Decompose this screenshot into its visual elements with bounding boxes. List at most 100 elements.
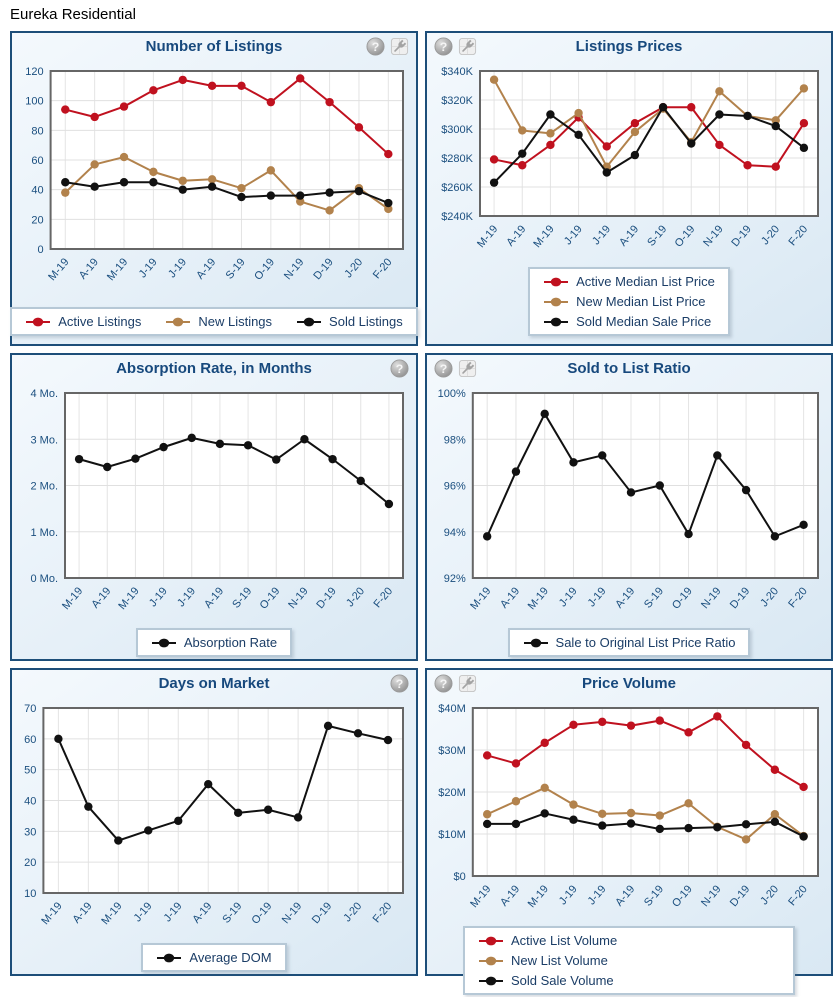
legend-marker-icon [523, 638, 548, 647]
svg-text:J-19: J-19 [586, 585, 609, 609]
tools-icon[interactable] [458, 37, 477, 56]
sold-to-list-ratio-chart: 92%94%96%98%100%M-19 A-19 M-19 J-19 J-19 A-19… [438, 388, 820, 612]
tools-icon[interactable] [390, 37, 409, 56]
svg-text:M-19: M-19 [39, 900, 64, 927]
svg-text:F-20: F-20 [786, 585, 810, 610]
svg-text:A-19: A-19 [504, 223, 528, 249]
svg-text:J-20: J-20 [759, 223, 782, 247]
chart-legend: Average DOM [141, 943, 287, 972]
svg-text:92%: 92% [444, 573, 466, 585]
legend-item: Sale to Original List Price Ratio [523, 635, 735, 650]
panel-icons: ? [434, 359, 477, 378]
svg-text:M-19: M-19 [526, 585, 551, 612]
svg-text:J-20: J-20 [341, 900, 364, 924]
svg-text:20: 20 [31, 214, 43, 226]
svg-text:60: 60 [31, 155, 43, 167]
svg-text:A-19: A-19 [89, 585, 113, 611]
svg-text:S-19: S-19 [230, 585, 254, 611]
svg-text:J-20: J-20 [758, 883, 781, 907]
svg-text:30: 30 [24, 826, 36, 838]
svg-text:60: 60 [24, 734, 36, 746]
legend-wrap: Active Listings New Listings Sold Listings [10, 307, 418, 338]
svg-text:?: ? [396, 362, 404, 376]
panel-icons: ? [390, 359, 409, 378]
help-icon[interactable]: ? [434, 674, 453, 693]
svg-text:M-19: M-19 [46, 256, 71, 283]
svg-text:S-19: S-19 [220, 900, 244, 926]
legend-label: Sold Listings [329, 314, 403, 329]
legend-wrap: Sale to Original List Price Ratio [432, 628, 826, 659]
svg-text:N-19: N-19 [286, 585, 311, 611]
chart-legend: Sale to Original List Price Ratio [507, 628, 751, 657]
svg-text:D-19: D-19 [314, 585, 339, 611]
help-icon[interactable]: ? [434, 359, 453, 378]
svg-text:S-19: S-19 [645, 223, 669, 249]
chart-title: Days on Market [158, 675, 270, 692]
tools-icon[interactable] [458, 359, 477, 378]
legend-item: Active Listings [25, 314, 141, 329]
legend-item: Sold Median Sale Price [543, 314, 715, 329]
legend-marker-icon [166, 317, 191, 326]
svg-text:?: ? [440, 677, 448, 691]
tools-icon[interactable] [458, 674, 477, 693]
chart-legend: Active Listings New Listings Sold Listings [10, 307, 418, 336]
legend-wrap: Absorption Rate [17, 628, 411, 659]
legend-marker-icon [26, 317, 51, 326]
legend-marker-icon [544, 297, 569, 306]
svg-text:M-19: M-19 [99, 900, 124, 927]
legend-label: New Median List Price [576, 294, 706, 309]
page-title: Eureka Residential [10, 6, 136, 23]
svg-text:0: 0 [37, 244, 43, 256]
svg-text:A-19: A-19 [202, 585, 226, 611]
legend-label: Active Listings [58, 314, 142, 329]
svg-text:D-19: D-19 [728, 585, 753, 611]
legend-label: Active Median List Price [576, 274, 715, 289]
svg-text:J-19: J-19 [147, 585, 170, 609]
panel-header: Price Volume ? [432, 672, 826, 698]
legend-wrap: Active List Volume New List Volume Sold Sa… [432, 926, 826, 997]
chart-legend: Active List Volume New List Volume Sold Sa… [463, 926, 795, 995]
svg-text:$240K: $240K [441, 211, 473, 223]
svg-text:M-19: M-19 [531, 223, 556, 250]
legend-marker-icon [544, 317, 569, 326]
panel-icons: ? [366, 37, 409, 56]
svg-text:98%: 98% [444, 434, 466, 446]
svg-text:80: 80 [31, 125, 43, 137]
svg-text:O-19: O-19 [673, 223, 698, 249]
svg-text:$320K: $320K [441, 95, 473, 107]
panel-header: Sold to List Ratio ? [432, 357, 826, 383]
svg-text:S-19: S-19 [642, 585, 666, 611]
svg-text:A-19: A-19 [194, 256, 218, 282]
svg-text:4 Mo.: 4 Mo. [30, 388, 58, 400]
svg-text:M-19: M-19 [526, 883, 551, 910]
help-icon[interactable]: ? [366, 37, 385, 56]
legend-marker-icon [297, 317, 322, 326]
dashboard-grid: Number of Listings ? 0 20 40 60 80 100 120 M-19… [10, 31, 837, 995]
legend-item: New List Volume [478, 953, 608, 968]
help-icon[interactable]: ? [390, 674, 409, 693]
help-icon[interactable]: ? [434, 37, 453, 56]
panel-header: Number of Listings ? [17, 35, 411, 61]
svg-text:40: 40 [31, 185, 43, 197]
legend-label: New List Volume [511, 953, 608, 968]
svg-text:40: 40 [24, 796, 36, 808]
svg-text:A-19: A-19 [190, 900, 214, 926]
svg-text:N-19: N-19 [699, 585, 724, 611]
help-icon[interactable]: ? [390, 359, 409, 378]
svg-text:A-19: A-19 [613, 883, 637, 909]
svg-text:A-19: A-19 [77, 256, 101, 282]
svg-text:50: 50 [24, 765, 36, 777]
svg-text:J-19: J-19 [590, 223, 613, 247]
svg-text:J-19: J-19 [586, 883, 609, 907]
chart-title: Number of Listings [145, 38, 283, 55]
svg-text:?: ? [440, 40, 448, 54]
chart-legend: Absorption Rate [135, 628, 293, 657]
svg-text:J-19: J-19 [562, 223, 585, 247]
svg-text:3 Mo.: 3 Mo. [30, 434, 58, 446]
svg-text:$20M: $20M [438, 787, 466, 799]
svg-text:$10M: $10M [438, 829, 466, 841]
svg-text:F-20: F-20 [371, 585, 395, 610]
svg-text:A-19: A-19 [71, 900, 95, 926]
